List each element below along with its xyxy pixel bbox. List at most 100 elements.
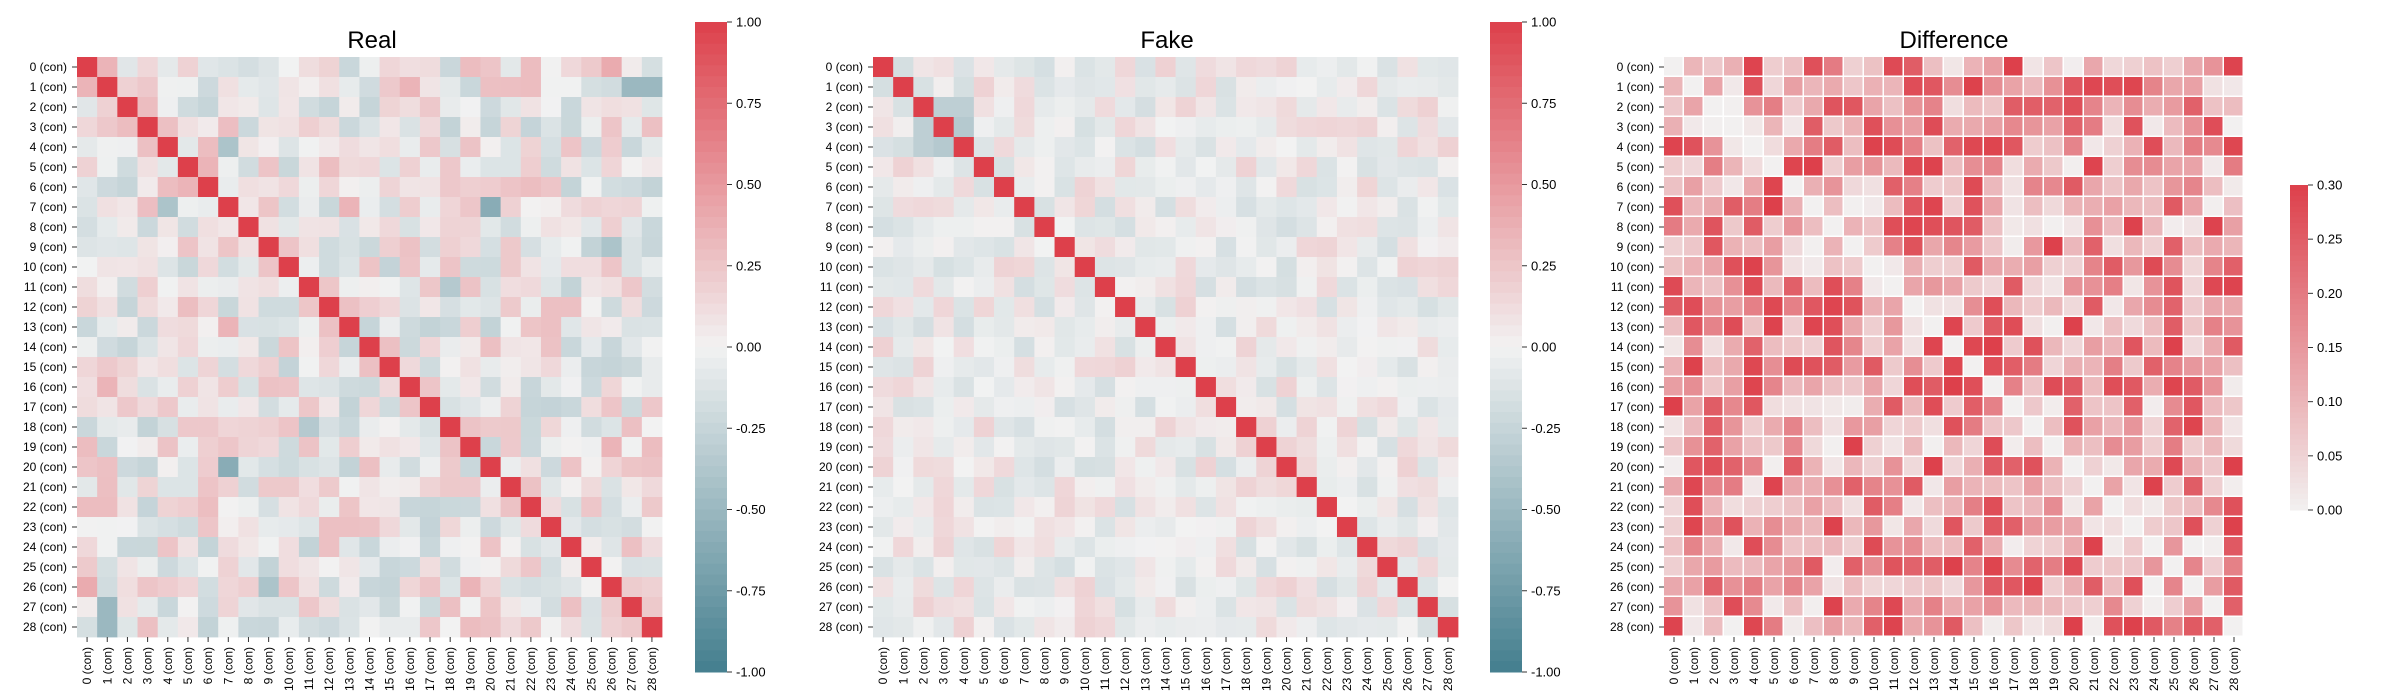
heatmap-cell xyxy=(2004,217,2023,236)
heatmap-cell xyxy=(77,517,98,538)
heatmap-cell xyxy=(238,177,259,198)
heatmap-cell xyxy=(581,157,602,178)
row-label: 12 (con) xyxy=(819,300,863,314)
heatmap-cell xyxy=(1014,577,1035,598)
heatmap-cell xyxy=(440,297,461,318)
heatmap-cell xyxy=(1276,57,1298,78)
heatmap-cell xyxy=(2224,117,2243,136)
heatmap-cell xyxy=(218,617,239,638)
heatmap-cell xyxy=(480,377,502,398)
heatmap-cell xyxy=(561,97,582,118)
heatmap-cell xyxy=(540,617,562,638)
heatmap-cell xyxy=(953,277,975,298)
heatmap-cell xyxy=(953,597,975,618)
heatmap-cell xyxy=(1984,257,2003,276)
heatmap-cell xyxy=(2144,277,2163,296)
heatmap-cell xyxy=(419,177,441,198)
heatmap-cell xyxy=(2124,177,2143,196)
heatmap-cell xyxy=(1437,377,1459,398)
heatmap-cell xyxy=(359,257,380,278)
heatmap-cell xyxy=(238,357,259,378)
heatmap-cell xyxy=(2064,417,2083,436)
heatmap-cell xyxy=(561,337,582,358)
heatmap-cell xyxy=(1357,477,1378,498)
heatmap-cell xyxy=(1924,237,1943,256)
heatmap-cell xyxy=(581,437,602,458)
heatmap-cell xyxy=(218,497,239,518)
colorbar-segment xyxy=(695,141,727,153)
heatmap-cell xyxy=(1094,117,1116,138)
heatmap-cell xyxy=(1984,377,2003,396)
heatmap-cell xyxy=(2164,337,2183,356)
heatmap-cell xyxy=(1964,597,1983,616)
heatmap-cell xyxy=(1336,617,1358,638)
heatmap-cell xyxy=(1397,537,1419,558)
heatmap-cell xyxy=(540,77,562,98)
heatmap-cell xyxy=(460,317,481,338)
heatmap-cell xyxy=(460,237,481,258)
heatmap-cell xyxy=(1417,517,1439,538)
heatmap-cell xyxy=(1784,397,1803,416)
heatmap-cell xyxy=(1316,617,1338,638)
heatmap-cell xyxy=(621,497,643,518)
heatmap-cell xyxy=(1094,97,1116,118)
row-label: 4 (con) xyxy=(30,140,67,154)
heatmap-cell xyxy=(913,617,934,638)
colorbar-segment xyxy=(695,607,727,619)
colorbar-segment xyxy=(695,282,727,294)
heatmap-cell xyxy=(893,377,914,398)
heatmap-cell xyxy=(1215,577,1237,598)
heatmap-cell xyxy=(1236,417,1257,438)
heatmap-cell xyxy=(1054,517,1076,538)
heatmap-cell xyxy=(460,337,481,358)
colorbar-segment xyxy=(695,271,727,283)
heatmap-cell xyxy=(601,177,623,198)
column-label: 5 (con) xyxy=(181,647,195,684)
heatmap-cell xyxy=(2104,197,2123,216)
heatmap-cell xyxy=(953,537,975,558)
heatmap-cell xyxy=(1664,217,1683,236)
heatmap-cell xyxy=(77,577,98,598)
heatmap-cell xyxy=(319,237,340,258)
heatmap-cell xyxy=(339,397,360,418)
colorbar-segment xyxy=(2290,390,2308,397)
row-label: 22 (con) xyxy=(1610,500,1654,514)
heatmap-cell xyxy=(561,197,582,218)
row-label: 23 (con) xyxy=(23,520,67,534)
heatmap-cell xyxy=(1904,157,1923,176)
heatmap-cell xyxy=(2064,57,2083,76)
heatmap-cell xyxy=(1014,437,1035,458)
colorbar-segment xyxy=(1490,466,1522,478)
heatmap-cell xyxy=(339,77,360,98)
heatmap-cell xyxy=(218,377,239,398)
heatmap-cell xyxy=(2004,477,2023,496)
heatmap-cell xyxy=(2204,457,2223,476)
heatmap-cell xyxy=(1357,517,1378,538)
heatmap-cell xyxy=(379,297,401,318)
heatmap-cell xyxy=(873,197,894,218)
heatmap-cell xyxy=(157,337,179,358)
heatmap-cell xyxy=(2204,157,2223,176)
heatmap-cell xyxy=(1704,357,1723,376)
heatmap-cell xyxy=(2124,277,2143,296)
heatmap-cell xyxy=(1884,177,1903,196)
heatmap-difference xyxy=(1664,57,2243,636)
heatmap-cell xyxy=(117,117,138,138)
heatmap-cell xyxy=(1155,57,1176,78)
heatmap-cell xyxy=(97,277,118,298)
heatmap-cell xyxy=(1744,77,1763,96)
heatmap-cell xyxy=(1074,597,1096,618)
heatmap-cell xyxy=(298,357,320,378)
heatmap-cell xyxy=(2004,197,2023,216)
heatmap-cell xyxy=(1764,497,1783,516)
heatmap-cell xyxy=(1904,437,1923,456)
heatmap-cell xyxy=(1804,537,1823,556)
colorbar-segment xyxy=(695,292,727,305)
panel-title-real: Real xyxy=(347,27,396,54)
heatmap-cell xyxy=(973,537,995,558)
colorbar-segment xyxy=(695,412,727,424)
heatmap-cell xyxy=(1296,597,1318,618)
row-label: 1 (con) xyxy=(30,80,67,94)
heatmap-cell xyxy=(1724,457,1743,476)
heatmap-cell xyxy=(1034,297,1055,318)
